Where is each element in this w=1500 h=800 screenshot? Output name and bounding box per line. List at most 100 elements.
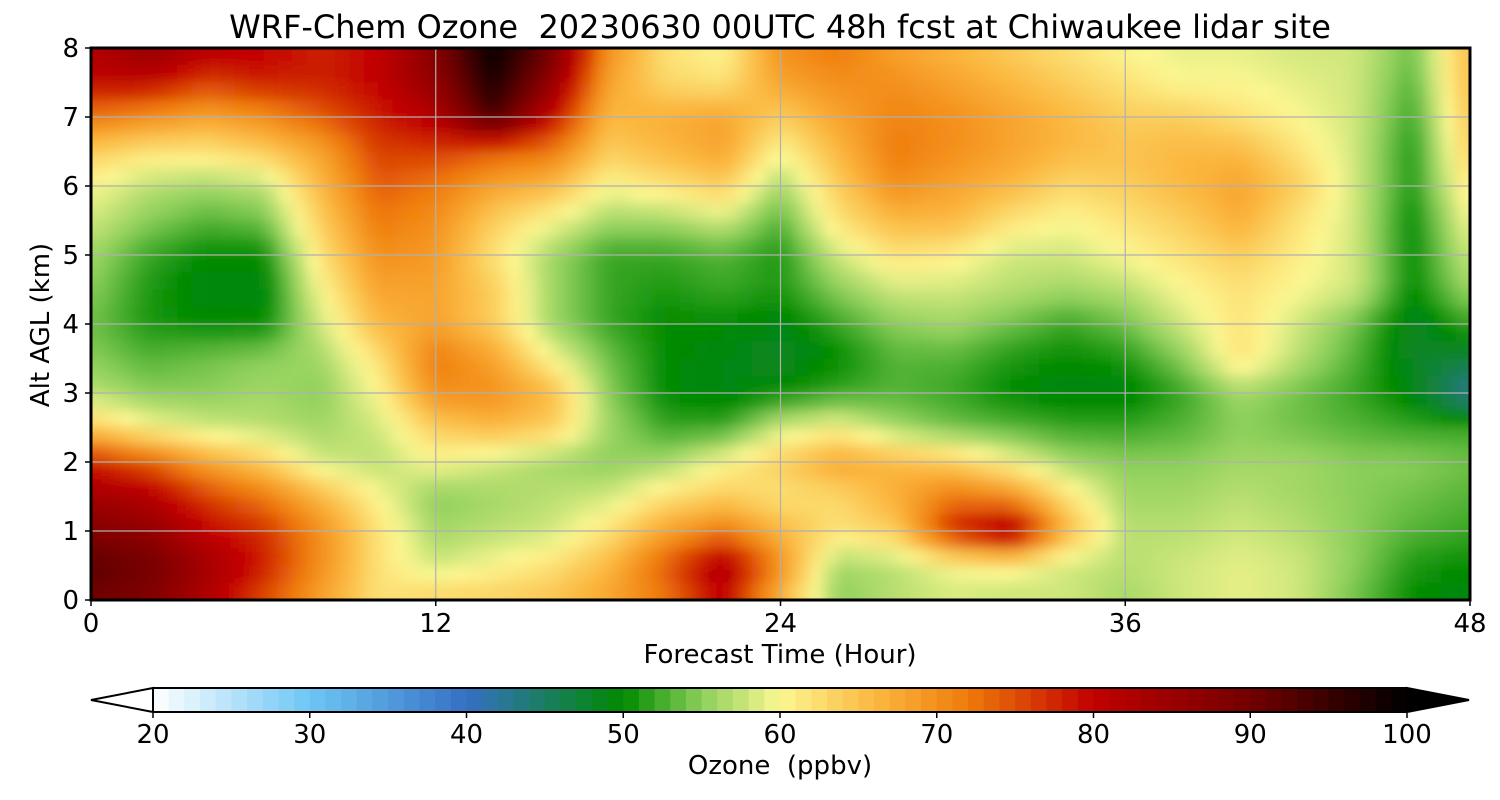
heatmap-cell: [622, 237, 638, 256]
heatmap-cell: [1297, 531, 1313, 550]
heatmap-cell: [1470, 548, 1485, 566]
heatmap-cell: [277, 272, 293, 291]
colorbar: 20 30 40 50 60 70 80 90 100: [90, 686, 1470, 750]
heatmap-cell: [766, 341, 782, 360]
heatmap-cell: [277, 203, 293, 222]
heatmap-cell: [593, 444, 609, 463]
heatmap-cell: [608, 393, 624, 412]
heatmap-cell: [134, 375, 150, 394]
heatmap-cell: [1110, 341, 1127, 360]
heatmap-cell: [1340, 289, 1356, 308]
heatmap-cell: [823, 255, 839, 274]
heatmap-cell: [1183, 600, 1198, 618]
heatmap-cell: [1412, 65, 1428, 84]
heatmap-cell: [507, 410, 523, 429]
heatmap-cell: [1240, 203, 1256, 222]
heatmap-cell: [579, 99, 595, 118]
heatmap-cell: [550, 375, 566, 394]
heatmap-cell: [1340, 324, 1356, 343]
heatmap-cell: [1383, 565, 1399, 584]
heatmap-cell: [191, 444, 207, 463]
heatmap-cell: [723, 496, 739, 515]
heatmap-cell: [1240, 134, 1256, 153]
heatmap-cell: [723, 65, 739, 84]
heatmap-cell: [277, 548, 293, 567]
heatmap-cell: [852, 341, 868, 360]
heatmap-cell: [263, 255, 279, 274]
heatmap-cell: [1139, 48, 1155, 67]
heatmap-cell: [1110, 82, 1127, 101]
heatmap-cell: [608, 255, 624, 274]
heatmap-cell: [464, 99, 480, 118]
heatmap-cell: [636, 220, 653, 239]
heatmap-cell: [1340, 186, 1356, 205]
heatmap-cell: [1383, 410, 1399, 429]
heatmap-cell: [837, 324, 854, 343]
heatmap-cell: [995, 65, 1012, 84]
heatmap-cell: [378, 237, 394, 256]
heatmap-cell: [1283, 117, 1299, 136]
heatmap-cell: [823, 82, 839, 101]
heatmap-cell: [565, 117, 581, 136]
heatmap-cell: [292, 358, 308, 377]
heatmap-cell: [464, 324, 480, 343]
heatmap-cell: [91, 427, 107, 446]
heatmap-cell: [1398, 582, 1414, 600]
heatmap-cell: [967, 82, 983, 101]
heatmap-cell: [234, 479, 250, 498]
heatmap-cell: [521, 341, 538, 360]
heatmap-cell: [1182, 496, 1198, 515]
heatmap-cell: [823, 375, 839, 394]
heatmap-cell: [1455, 134, 1470, 153]
heatmap-cell: [881, 255, 897, 274]
heatmap-cell: [105, 324, 121, 343]
heatmap-cell: [766, 186, 782, 205]
heatmap-cell: [608, 565, 624, 584]
heatmap-cell: [1369, 582, 1385, 600]
heatmap-cell: [723, 48, 739, 49]
heatmap-cell: [579, 65, 595, 84]
heatmap-cell: [162, 134, 178, 153]
heatmap-cell: [263, 186, 279, 205]
heatmap-cell: [177, 410, 193, 429]
heatmap-cell: [205, 324, 222, 343]
heatmap-cell: [593, 462, 609, 481]
heatmap-cell: [723, 462, 739, 481]
heatmap-cell: [967, 410, 983, 429]
heatmap-cell: [191, 186, 207, 205]
heatmap-cell: [694, 82, 710, 101]
heatmap-cell: [177, 168, 193, 187]
heatmap-cell: [277, 134, 293, 153]
heatmap-cell: [177, 151, 193, 170]
heatmap-cell: [1311, 513, 1328, 532]
heatmap-cell: [608, 151, 624, 170]
heatmap-cell: [823, 410, 839, 429]
heatmap-cell: [450, 531, 466, 550]
heatmap-cell: [823, 531, 839, 550]
heatmap-cell: [967, 531, 983, 550]
heatmap-cell: [234, 462, 250, 481]
heatmap-cell: [320, 582, 336, 600]
heatmap-cell: [464, 462, 480, 481]
heatmap-cell: [751, 168, 767, 187]
heatmap-cell: [651, 513, 667, 532]
heatmap-cell: [1355, 496, 1371, 515]
heatmap-cell: [1053, 48, 1069, 49]
heatmap-cell: [1383, 220, 1399, 239]
heatmap-cell: [967, 393, 983, 412]
heatmap-cell: [995, 531, 1012, 550]
heatmap-cell: [909, 444, 925, 463]
heatmap-cell: [1096, 306, 1112, 325]
heatmap-cell: [622, 272, 638, 291]
heatmap-cell: [1053, 479, 1069, 498]
heatmap-cell: [895, 220, 911, 239]
heatmap-cell: [550, 237, 566, 256]
heatmap-cell: [967, 462, 983, 481]
heatmap-cell: [852, 444, 868, 463]
heatmap-cell: [306, 410, 322, 429]
heatmap-cell: [493, 427, 509, 446]
heatmap-cell: [967, 358, 983, 377]
heatmap-cell: [1168, 565, 1184, 584]
heatmap-cell: [191, 151, 207, 170]
heatmap-cell: [708, 48, 724, 67]
